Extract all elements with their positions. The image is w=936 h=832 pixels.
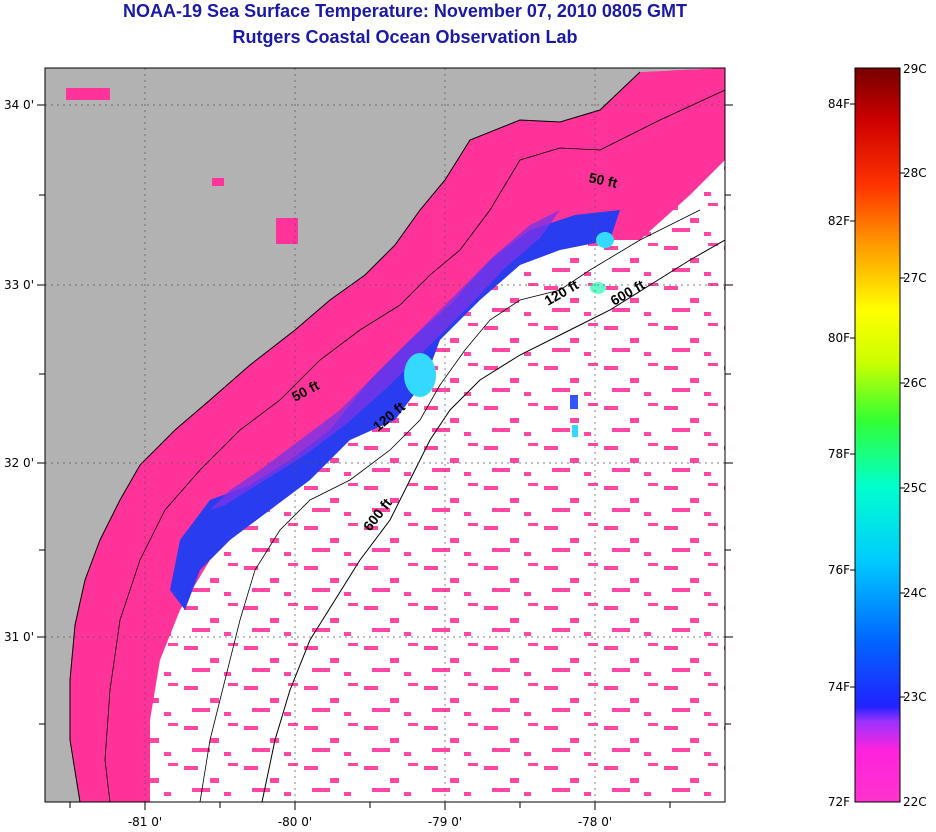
colorbar-c-label: 24C	[903, 586, 927, 600]
warm-eddy-spot	[570, 395, 578, 409]
lon-tick-label: -80 0'	[278, 815, 312, 829]
colorbar-f-label: 80F	[828, 331, 850, 345]
warm-eddy-spot	[404, 353, 436, 397]
cool-shelf-band	[170, 210, 620, 610]
colorbar-f-label: 78F	[828, 447, 850, 461]
lon-tick-label: -79 0'	[428, 815, 462, 829]
warm-eddy-spot	[596, 232, 614, 248]
inland-patch	[66, 88, 110, 100]
map-subtitle: Rutgers Coastal Ocean Observation Lab	[232, 27, 578, 47]
colorbar-c-label: 27C	[903, 271, 927, 285]
colorbar-f-label: 84F	[828, 97, 850, 111]
lon-tick-label: -78 0'	[578, 815, 612, 829]
colorbar-f-label: 82F	[828, 214, 850, 228]
inland-patch	[212, 178, 224, 186]
colorbar-f-label: 72F	[828, 795, 850, 809]
isobath-600ft	[261, 239, 725, 802]
colorbar-c-label: 26C	[903, 376, 927, 390]
isobath-50ft	[104, 89, 725, 802]
colorbar-gradient	[854, 67, 901, 803]
lat-tick-label: 32 0'	[4, 456, 34, 470]
warm-eddy-spot	[572, 425, 578, 437]
inland-patch	[276, 218, 298, 244]
lon-tick-label: -81 0'	[128, 815, 162, 829]
colorbar-ticks	[850, 103, 905, 698]
colorbar-f-label: 76F	[828, 563, 850, 577]
isobath-120ft	[199, 209, 701, 802]
plot-frame	[44, 67, 726, 803]
coastline	[69, 71, 641, 802]
colorbar-c-label: 22C	[903, 795, 927, 809]
map-title: NOAA-19 Sea Surface Temperature: Novembe…	[123, 1, 687, 21]
isobath-label: 50 ft	[587, 169, 619, 191]
lat-tick-label: 33 0'	[4, 278, 34, 292]
lat-tick-label: 34 0'	[4, 98, 34, 112]
colorbar-c-label: 25C	[903, 481, 927, 495]
colorbar-c-label: 28C	[903, 166, 927, 180]
lat-tick-label: 31 0'	[4, 630, 34, 644]
colorbar-c-label: 23C	[903, 690, 927, 704]
tick-marks	[37, 104, 733, 810]
graticule	[45, 68, 725, 802]
colorbar-f-label: 74F	[828, 680, 850, 694]
land-area	[45, 68, 725, 802]
warm-eddy-spot	[590, 282, 606, 294]
colorbar-c-label: 29C	[903, 62, 927, 76]
warm-coastal-band	[70, 68, 725, 802]
